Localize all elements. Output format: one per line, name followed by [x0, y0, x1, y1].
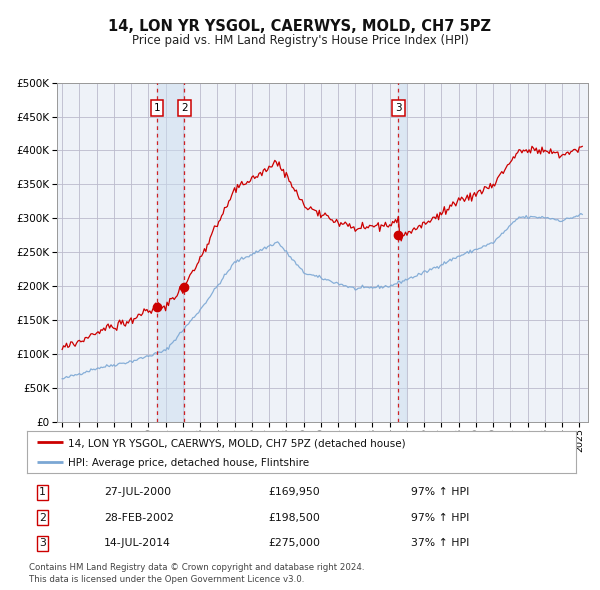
Bar — [398, 83, 406, 422]
Text: 37% ↑ HPI: 37% ↑ HPI — [412, 538, 470, 548]
Text: 2: 2 — [39, 513, 46, 523]
Text: £169,950: £169,950 — [269, 487, 320, 497]
Text: 27-JUL-2000: 27-JUL-2000 — [104, 487, 171, 497]
Text: 97% ↑ HPI: 97% ↑ HPI — [412, 487, 470, 497]
Text: HPI: Average price, detached house, Flintshire: HPI: Average price, detached house, Flin… — [68, 458, 310, 467]
Text: 1: 1 — [39, 487, 46, 497]
Text: £275,000: £275,000 — [269, 538, 320, 548]
Text: 28-FEB-2002: 28-FEB-2002 — [104, 513, 174, 523]
Text: 14-JUL-2014: 14-JUL-2014 — [104, 538, 171, 548]
Text: Contains HM Land Registry data © Crown copyright and database right 2024.: Contains HM Land Registry data © Crown c… — [29, 563, 364, 572]
Text: 14, LON YR YSGOL, CAERWYS, MOLD, CH7 5PZ: 14, LON YR YSGOL, CAERWYS, MOLD, CH7 5PZ — [109, 19, 491, 34]
Text: 3: 3 — [395, 103, 401, 113]
Text: 97% ↑ HPI: 97% ↑ HPI — [412, 513, 470, 523]
Text: 1: 1 — [154, 103, 160, 113]
Text: £198,500: £198,500 — [269, 513, 320, 523]
Text: This data is licensed under the Open Government Licence v3.0.: This data is licensed under the Open Gov… — [29, 575, 304, 584]
Bar — [157, 83, 184, 422]
Text: 3: 3 — [39, 538, 46, 548]
Text: Price paid vs. HM Land Registry's House Price Index (HPI): Price paid vs. HM Land Registry's House … — [131, 34, 469, 47]
Text: 14, LON YR YSGOL, CAERWYS, MOLD, CH7 5PZ (detached house): 14, LON YR YSGOL, CAERWYS, MOLD, CH7 5PZ… — [68, 438, 406, 448]
Text: 2: 2 — [181, 103, 188, 113]
